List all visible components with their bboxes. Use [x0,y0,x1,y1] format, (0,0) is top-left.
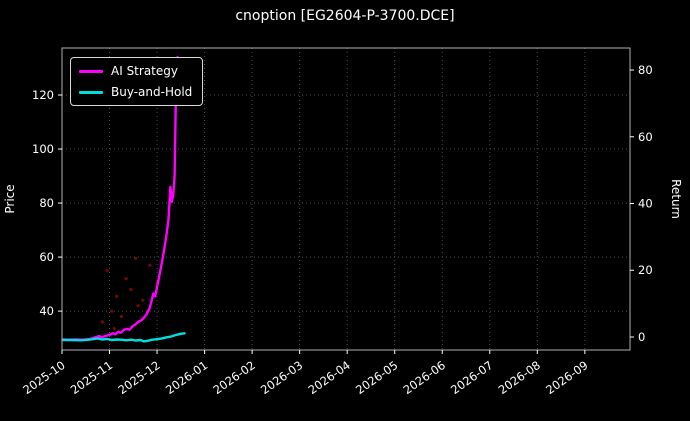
legend-label-ai-strategy: AI Strategy [111,64,178,78]
svg-text:120: 120 [32,88,54,102]
svg-text:40: 40 [39,304,54,318]
legend-label-buy-and-hold: Buy-and-Hold [111,85,193,99]
chart-title: cnoption [EG2604-P-3700.DCE] [235,8,455,24]
svg-text:0: 0 [638,330,645,344]
svg-text:80: 80 [638,63,653,77]
right-axis-label: Return [669,179,683,219]
left-axis-label: Price [3,184,17,214]
svg-text:20: 20 [638,263,653,277]
svg-text:40: 40 [638,197,653,211]
svg-text:100: 100 [32,142,54,156]
legend: AI Strategy Buy-and-Hold [70,57,204,106]
legend-item-ai-strategy: AI Strategy [79,64,192,78]
svg-text:60: 60 [39,250,54,264]
svg-text:80: 80 [39,196,54,210]
buy-and-hold-line-swatch [79,90,103,94]
ai-strategy-line-swatch [79,69,103,73]
svg-text:60: 60 [638,130,653,144]
legend-item-buy-and-hold: Buy-and-Hold [79,85,192,99]
